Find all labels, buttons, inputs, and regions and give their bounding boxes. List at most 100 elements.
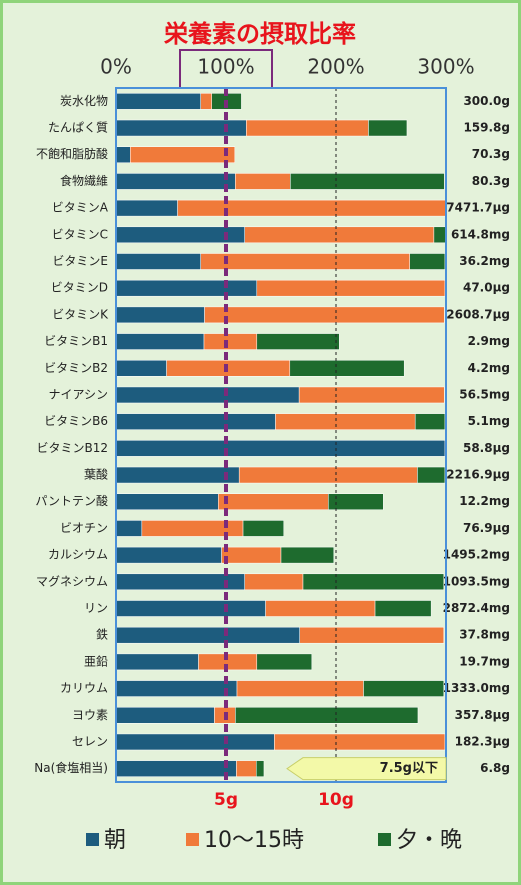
amount-label: 182.3μg bbox=[455, 734, 510, 748]
amount-label: 12.2mg bbox=[459, 494, 510, 508]
category-label: ビオチン bbox=[60, 521, 108, 535]
category-label: 葉酸 bbox=[84, 467, 108, 482]
amount-label: 7471.7μg bbox=[446, 201, 510, 215]
amount-label: 300.0g bbox=[463, 94, 510, 108]
bar-segment bbox=[328, 493, 384, 510]
legend-swatch bbox=[186, 833, 199, 846]
amount-label: 357.8μg bbox=[455, 708, 510, 722]
x-tick-label: 300% bbox=[417, 55, 474, 79]
amount-label: 58.8μg bbox=[463, 441, 510, 455]
category-label: リン bbox=[84, 601, 108, 615]
category-label: 炭水化物 bbox=[60, 94, 108, 108]
category-label: マグネシウム bbox=[36, 574, 108, 588]
bar-segment bbox=[116, 306, 205, 324]
bar-segment bbox=[238, 466, 418, 484]
amount-label: 70.3g bbox=[472, 147, 510, 161]
bar-segment bbox=[244, 573, 304, 591]
category-label: 鉄 bbox=[96, 627, 108, 642]
x2-tick-label: 5g bbox=[214, 790, 238, 810]
bar-segment bbox=[235, 707, 419, 724]
category-label: 亜鉛 bbox=[84, 654, 108, 668]
legend-swatch bbox=[86, 833, 99, 846]
bar-segment bbox=[409, 253, 446, 270]
bar-segment bbox=[242, 520, 285, 537]
bar-segment bbox=[218, 493, 329, 510]
amount-label: 1495.2mg bbox=[443, 548, 510, 562]
category-label: ビタミンD bbox=[51, 281, 108, 295]
category-label: ビタミンC bbox=[52, 227, 108, 241]
category-label: ビタミンE bbox=[52, 254, 108, 268]
category-label: ビタミンB6 bbox=[44, 414, 108, 428]
bar-segment bbox=[116, 653, 199, 671]
category-label: ヨウ素 bbox=[72, 708, 108, 722]
bar-segment bbox=[417, 466, 446, 484]
bar-segment bbox=[289, 360, 405, 377]
bar-segment bbox=[298, 386, 445, 404]
category-label: 食物繊維 bbox=[60, 173, 108, 188]
amount-label: 47.0μg bbox=[463, 281, 510, 295]
bar-segment bbox=[116, 493, 219, 510]
amount-label: 1093.5mg bbox=[443, 574, 510, 588]
bar-segment bbox=[200, 93, 212, 110]
amount-label: 614.8mg bbox=[451, 227, 510, 241]
amount-label: 80.3g bbox=[472, 174, 510, 188]
bar-segment bbox=[244, 226, 435, 244]
bar-segment bbox=[299, 626, 445, 644]
category-label: Na(食塩相当) bbox=[34, 760, 108, 775]
bar-segment bbox=[246, 119, 369, 137]
bar-segment bbox=[414, 413, 446, 430]
amount-label: 19.7mg bbox=[459, 654, 510, 668]
legend-swatch bbox=[378, 833, 391, 846]
bar-segment bbox=[302, 573, 445, 591]
bar-segment bbox=[177, 199, 446, 217]
bar-segment bbox=[200, 253, 410, 270]
bar-segment bbox=[235, 173, 291, 190]
bar-segment bbox=[116, 333, 205, 350]
bar-segment bbox=[116, 733, 275, 751]
bar-segment bbox=[275, 413, 416, 430]
legend-label: 夕・晩 bbox=[396, 828, 462, 853]
annotation-arrow bbox=[286, 757, 447, 781]
amount-label: 4.2mg bbox=[468, 361, 510, 375]
bar-segment bbox=[116, 253, 201, 270]
bars bbox=[116, 93, 446, 777]
bar-segment bbox=[116, 707, 215, 724]
category-label: ビタミンA bbox=[52, 201, 109, 215]
category-label: パントテン酸 bbox=[35, 493, 108, 508]
category-label: ビタミンB1 bbox=[44, 334, 108, 348]
bar-segment bbox=[256, 333, 340, 350]
x2-tick-label: 10g bbox=[318, 790, 354, 810]
bar-segment bbox=[280, 546, 335, 564]
bar-segment bbox=[256, 279, 446, 297]
bar-segment bbox=[116, 520, 143, 537]
bar-segment bbox=[256, 653, 313, 671]
legend-label: 朝 bbox=[104, 828, 126, 853]
amount-label: 5.1mg bbox=[468, 414, 510, 428]
category-label: ナイアシン bbox=[48, 387, 108, 401]
bar-segment bbox=[433, 226, 446, 244]
amount-label: 37.8mg bbox=[459, 628, 510, 642]
bar-segment bbox=[116, 386, 300, 404]
amount-label: 2608.7μg bbox=[446, 307, 510, 321]
bar-segment bbox=[204, 306, 445, 324]
bar-segment bbox=[363, 680, 445, 697]
amount-label: 36.2mg bbox=[459, 254, 510, 268]
amount-label: 76.9μg bbox=[463, 521, 510, 535]
category-label: ビタミンB2 bbox=[44, 361, 108, 375]
bar-segment bbox=[116, 466, 240, 484]
bar-segment bbox=[236, 760, 257, 777]
category-label: たんぱく質 bbox=[48, 120, 108, 135]
bar-segment bbox=[116, 146, 131, 163]
category-label: ビタミンB12 bbox=[36, 441, 108, 455]
annotation: 7.5g以下 bbox=[380, 761, 438, 776]
bar-segment bbox=[116, 760, 237, 777]
amount-label: 1333.0mg bbox=[443, 681, 510, 695]
bar-segment bbox=[116, 440, 446, 457]
bar-segment bbox=[274, 733, 446, 751]
bar-segment bbox=[265, 600, 376, 617]
bar-segment bbox=[166, 360, 291, 377]
amount-label: 2872.4mg bbox=[443, 601, 510, 615]
bar-segment bbox=[116, 279, 258, 297]
amount-label: 2216.9μg bbox=[446, 468, 510, 482]
